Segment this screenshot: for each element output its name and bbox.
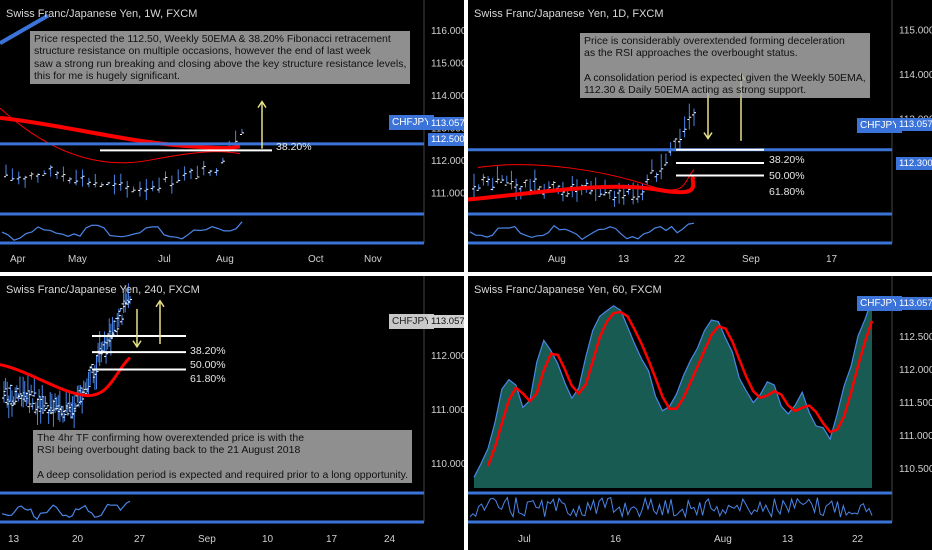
x-tick-label: Oct bbox=[308, 254, 324, 265]
chart-title: Swiss Franc/Japanese Yen, 60, FXCM bbox=[474, 284, 662, 296]
ema-fast-line bbox=[477, 164, 695, 191]
trend-line bbox=[0, 13, 49, 45]
chart-panel-daily: 115.000114.000113.000112.000Aug1322Sep17… bbox=[468, 0, 932, 272]
last-price-label: 113.057 bbox=[896, 297, 932, 310]
pullback-arrow-down-head bbox=[703, 132, 713, 140]
chart-title: Swiss Franc/Japanese Yen, 240, FXCM bbox=[6, 284, 200, 296]
x-tick-label: 16 bbox=[610, 534, 622, 545]
x-tick-label: May bbox=[68, 254, 87, 265]
fib-label-38: 38.20% bbox=[190, 345, 226, 357]
y-tick-label: 112.000 bbox=[431, 351, 464, 362]
y-tick-label: 114.000 bbox=[899, 70, 932, 81]
chart-panel-4h: 112.000 111.000 110.000 13 20 27 Sep 10 17 24 Swi… bbox=[0, 276, 464, 550]
y-tick-label: 114.000 bbox=[431, 91, 464, 102]
x-tick-label: Aug bbox=[714, 534, 732, 545]
y-tick-label: 115.000 bbox=[899, 26, 932, 37]
chart-canvas-1h: 112.500 112.000 111.500 111.000 110.500 Jul 16… bbox=[468, 276, 932, 545]
last-price-label: 113.057 bbox=[428, 315, 464, 328]
fib-label-50: 50.00% bbox=[769, 170, 805, 182]
chart-panel-1h: 112.500 112.000 111.500 111.000 110.500 Jul 16… bbox=[468, 276, 932, 550]
fib-label-618: 61.80% bbox=[769, 186, 805, 198]
fib-label-38: 38.20% bbox=[769, 154, 805, 166]
fib-label-50: 50.00% bbox=[190, 359, 226, 371]
rsi-line bbox=[1, 221, 243, 241]
fib-label-618: 61.80% bbox=[190, 373, 226, 385]
price-line bbox=[473, 299, 873, 478]
symbol-badge[interactable]: CHFJPY bbox=[389, 314, 434, 329]
symbol-badge[interactable]: CHFJPY bbox=[857, 118, 902, 133]
analysis-note: The 4hr TF confirming how overextended p… bbox=[33, 430, 413, 484]
rsi-line bbox=[1, 500, 131, 521]
x-tick-label: Aug bbox=[216, 254, 234, 265]
x-tick-label: 10 bbox=[262, 534, 274, 545]
y-tick-label: 110.000 bbox=[431, 459, 464, 470]
x-tick-label: 24 bbox=[384, 534, 396, 545]
y-tick-label: 112.000 bbox=[431, 156, 464, 167]
x-tick-label: 13 bbox=[8, 534, 20, 545]
ema-50-line bbox=[0, 356, 132, 397]
y-tick-label: 111.000 bbox=[899, 431, 932, 442]
x-tick-label: 27 bbox=[134, 534, 146, 545]
fib-label-38: 38.20% bbox=[276, 141, 312, 153]
x-tick-label: Nov bbox=[364, 254, 382, 265]
y-tick-label: 112.000 bbox=[899, 365, 932, 376]
x-tick-label: Sep bbox=[742, 254, 760, 265]
pullback-arrow-down-head bbox=[132, 340, 142, 349]
analysis-note: Price respected the 112.50, Weekly 50EMA… bbox=[30, 31, 411, 85]
x-tick-label: Aug bbox=[548, 254, 566, 265]
price-area bbox=[474, 299, 872, 488]
last-price-label: 113.057 bbox=[896, 118, 932, 131]
y-tick-label: 110.500 bbox=[899, 464, 932, 475]
y-tick-label: 111.500 bbox=[899, 398, 932, 409]
x-tick-label: 17 bbox=[326, 534, 338, 545]
chart-title: Swiss Franc/Japanese Yen, 1D, FXCM bbox=[474, 8, 664, 20]
x-tick-label: Apr bbox=[10, 254, 26, 265]
y-tick-label: 115.000 bbox=[431, 59, 464, 70]
level-price-label: 112.500 bbox=[428, 133, 464, 146]
rsi-line bbox=[469, 222, 695, 241]
x-tick-label: 13 bbox=[618, 254, 630, 265]
x-tick-label: 17 bbox=[826, 254, 838, 265]
x-tick-label: 22 bbox=[674, 254, 686, 265]
target-arrow-up-head bbox=[155, 299, 165, 308]
chart-panel-weekly: 116.000115.000114.000113.000112.000111.0… bbox=[0, 0, 464, 272]
x-tick-label: 20 bbox=[72, 534, 84, 545]
y-tick-label: 112.500 bbox=[899, 332, 932, 343]
y-tick-label: 111.000 bbox=[431, 405, 464, 416]
target-arrow-up-head bbox=[257, 100, 267, 109]
level-price-label: 112.300 bbox=[896, 157, 932, 170]
y-tick-label: 111.000 bbox=[431, 189, 464, 200]
x-tick-label: 13 bbox=[782, 534, 794, 545]
y-tick-label: 116.000 bbox=[431, 26, 464, 37]
x-tick-label: Sep bbox=[198, 534, 216, 545]
chart-title: Swiss Franc/Japanese Yen, 1W, FXCM bbox=[6, 8, 198, 20]
ema-fast-line bbox=[0, 107, 241, 164]
x-tick-label: Jul bbox=[158, 254, 171, 265]
chart-canvas-4h: 112.000 111.000 110.000 13 20 27 Sep 10 17 24 bbox=[0, 276, 464, 545]
symbol-badge[interactable]: CHFJPY bbox=[857, 296, 902, 311]
last-price-label: 113.057 bbox=[428, 117, 464, 130]
x-tick-label: Jul bbox=[518, 534, 531, 545]
symbol-badge[interactable]: CHFJPY bbox=[389, 115, 434, 130]
rsi-line bbox=[469, 496, 873, 519]
ema-50-line bbox=[468, 174, 696, 202]
x-tick-label: 22 bbox=[852, 534, 864, 545]
analysis-note: Price is considerably overextended formi… bbox=[580, 33, 870, 99]
ema-line bbox=[486, 310, 874, 467]
